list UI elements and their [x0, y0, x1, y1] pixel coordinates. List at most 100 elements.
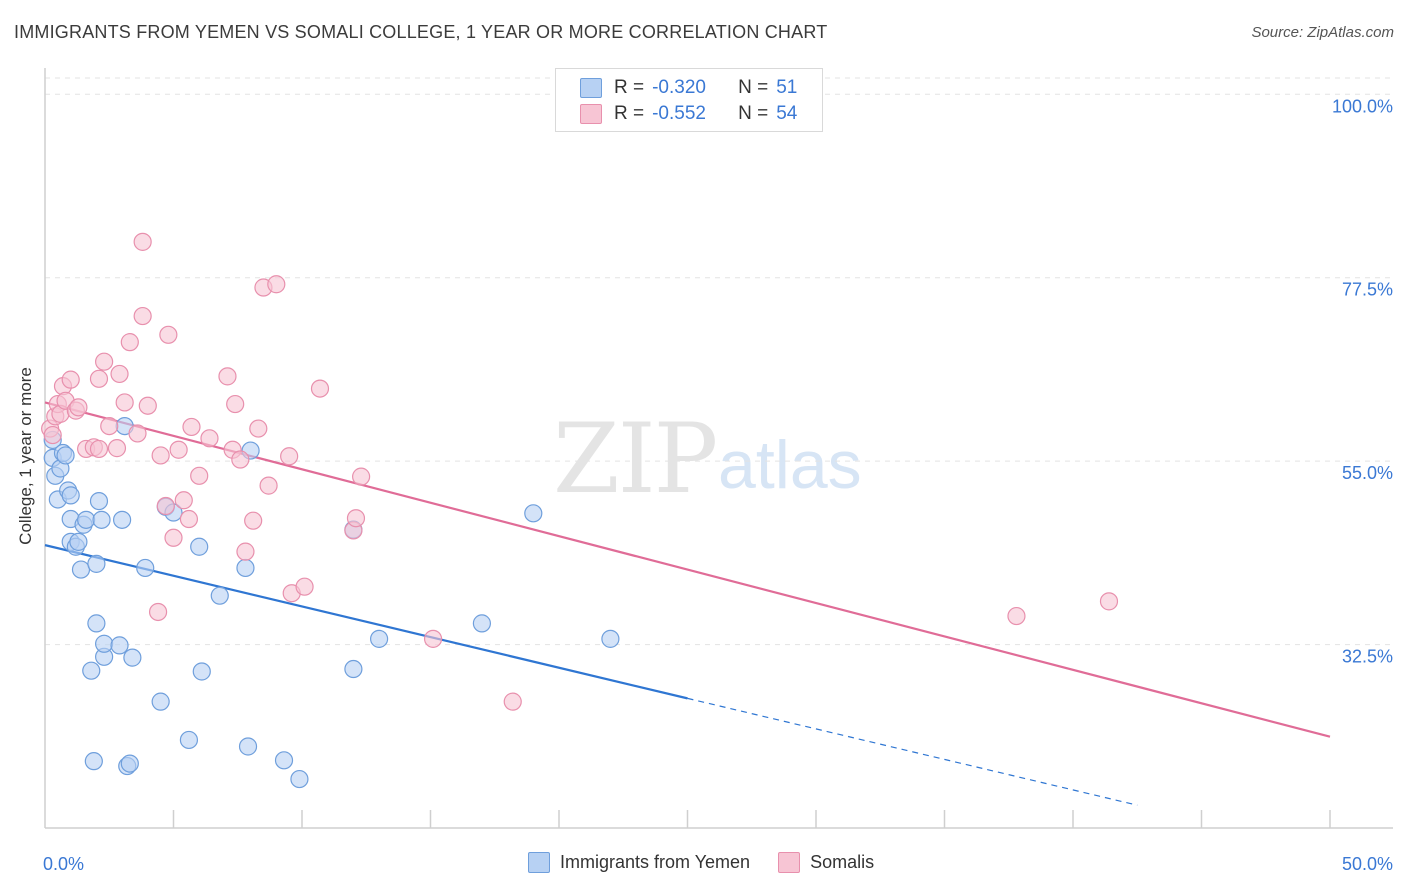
yemen-point [210, 586, 229, 605]
somali-point [89, 369, 109, 388]
x-tick-label: 50.0% [1342, 854, 1393, 874]
yemen-point [238, 737, 258, 756]
legend-swatch-yemen [580, 78, 602, 98]
somali-point [61, 370, 80, 389]
legend-swatch-somalis [580, 104, 602, 124]
legend-r-label: R = [614, 103, 645, 124]
series-swatch-somalis [778, 852, 801, 873]
legend-row-somalis: R = -0.552 N = 54 [580, 103, 797, 125]
somali-point [231, 450, 250, 469]
series-legend-yemen[interactable]: Immigrants from Yemen [528, 852, 750, 873]
somali-point [164, 528, 183, 547]
yemen-point [84, 752, 103, 771]
somali-point [174, 491, 193, 510]
yemen-point [110, 636, 129, 655]
yemen-point [87, 614, 106, 633]
yemen-point [179, 730, 199, 750]
x-tick-label: 0.0% [43, 854, 84, 874]
somali-point [169, 440, 188, 459]
yemen-point [344, 659, 363, 679]
yemen-point [120, 754, 139, 773]
yemen-point [192, 662, 211, 681]
somali-point [133, 232, 152, 251]
somali-point [100, 416, 119, 436]
chart-title: IMMIGRANTS FROM YEMEN VS SOMALI COLLEGE,… [14, 22, 828, 42]
somali-point [1007, 606, 1026, 626]
yemen-point [71, 560, 91, 579]
somali-point [151, 446, 170, 465]
source-label: Source: ZipAtlas.com [1251, 24, 1394, 41]
y-tick-label: 55.0% [1342, 463, 1393, 483]
legend-r-value-somalis: -0.552 [652, 103, 706, 124]
y-axis-label: College, 1 year or more [16, 367, 35, 545]
somali-point [138, 396, 157, 415]
legend-r-value-yemen: -0.320 [652, 77, 706, 98]
somali-point [148, 602, 168, 622]
series-label-yemen: Immigrants from Yemen [560, 852, 751, 872]
somali-point [244, 511, 263, 530]
somali-point [115, 393, 134, 412]
yemen-point [236, 558, 255, 578]
y-tick-label: 77.5% [1342, 280, 1393, 300]
somali-point [200, 429, 219, 448]
tick-labels: 100.0% 77.5% 55.0% 32.5% 0.0% 50.0% [43, 96, 1393, 874]
series-legend: Immigrants from Yemen Somalis [528, 852, 902, 873]
yemen-point [370, 629, 389, 648]
somali-point [352, 467, 371, 486]
legend-n-value-somalis: 54 [776, 103, 798, 124]
series-swatch-yemen [528, 852, 550, 873]
series-legend-somalis[interactable]: Somalis [778, 852, 874, 873]
yemen-point [274, 751, 294, 770]
yemen-point [190, 537, 209, 556]
y-tick-label: 32.5% [1342, 647, 1393, 667]
yemen-point [524, 504, 543, 523]
somali-point [503, 692, 522, 711]
correlation-legend: R = -0.320 N = 51 R = -0.552 N = 54 [555, 68, 823, 132]
yemen-point [112, 510, 132, 529]
somali-point [423, 629, 443, 648]
yemen-point [136, 558, 155, 578]
yemen-point [92, 510, 111, 529]
yemen-point [290, 769, 309, 789]
somali-point [128, 424, 147, 443]
somali-point [259, 476, 278, 495]
somali-point [226, 394, 245, 414]
watermark-atlas: atlas [718, 427, 862, 503]
somali-trend-line [44, 401, 1331, 738]
somali-point [236, 542, 255, 561]
somali-point [190, 466, 209, 485]
series-label-somalis: Somalis [810, 852, 875, 872]
yemen-point [69, 532, 88, 551]
yemen-point [89, 491, 109, 511]
somali-point [346, 509, 366, 528]
somali-point [120, 333, 139, 352]
yemen-point [123, 648, 142, 667]
somali-point [156, 496, 175, 516]
y-tick-label: 100.0% [1332, 96, 1393, 116]
axes [44, 68, 1393, 829]
somali-point [110, 364, 129, 384]
yemen-point [56, 446, 75, 465]
legend-n-label: N = [738, 103, 769, 124]
somali-point [159, 325, 178, 344]
watermark-zip: ZIP [553, 403, 718, 515]
somali-point [267, 275, 286, 294]
somali-point [310, 379, 330, 398]
legend-r-label: R = [614, 77, 645, 98]
somali-point [249, 419, 268, 438]
somali-point [182, 417, 201, 437]
legend-row-yemen: R = -0.320 N = 51 [580, 77, 797, 99]
somali-point [179, 509, 199, 529]
yemen-point [151, 692, 170, 711]
yemen-point [472, 614, 491, 633]
somali-point [280, 447, 299, 466]
somali-point [1099, 592, 1119, 611]
yemen-point [82, 661, 101, 680]
somali-point [218, 367, 237, 386]
yemen-point [601, 629, 620, 648]
somali-point [133, 306, 152, 326]
somali-point [107, 439, 127, 458]
data-points [41, 232, 1119, 789]
somali-point [295, 577, 314, 596]
